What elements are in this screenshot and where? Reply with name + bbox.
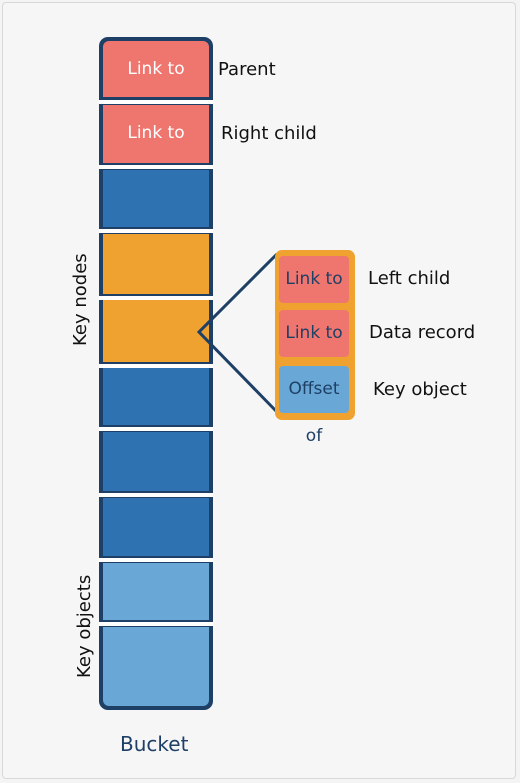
- bucket-cell: [103, 498, 209, 556]
- bucket-cell: [103, 432, 209, 491]
- bucket-separator: [99, 427, 213, 431]
- node-field-text: Offset of: [288, 379, 340, 446]
- bucket-cell-text: Link to: [127, 123, 185, 143]
- bucket-cell-right-child-link: Link to: [103, 105, 209, 163]
- bucket-cell-key-node: [103, 234, 209, 294]
- node-field-text: Link to: [285, 323, 343, 343]
- label-data-record: Data record: [369, 322, 476, 343]
- bucket-separator: [99, 165, 213, 169]
- node-field-left-child: Link to: [279, 256, 349, 303]
- label-left-child: Left child: [368, 268, 451, 289]
- bucket-cell: [103, 368, 209, 425]
- node-field-text: Link to: [285, 269, 343, 289]
- node-field-key-object: Offset of: [279, 366, 349, 446]
- bucket-separator: [99, 364, 213, 368]
- label-parent: Parent: [218, 59, 276, 80]
- label-key-object: Key object: [373, 379, 467, 400]
- bucket-cell-key-object: [103, 627, 209, 706]
- bucket-cell-parent-link: Link to: [103, 41, 209, 97]
- bucket-title: Bucket: [120, 732, 189, 756]
- bucket-cell-key-object: [103, 563, 209, 620]
- node-field-data-record: Link to: [279, 310, 349, 357]
- bucket-cell: [103, 170, 209, 227]
- bucket-separator: [99, 558, 213, 562]
- bucket-separator: [99, 229, 213, 233]
- bucket-separator: [99, 493, 213, 497]
- bucket-cell-text: Link to: [127, 59, 185, 79]
- label-right-child: Right child: [221, 123, 317, 144]
- bucket-separator: [99, 296, 213, 300]
- bucket-separator: [99, 100, 213, 104]
- bucket-separator: [99, 622, 213, 626]
- bucket-cell-key-node-expanded: [103, 300, 209, 362]
